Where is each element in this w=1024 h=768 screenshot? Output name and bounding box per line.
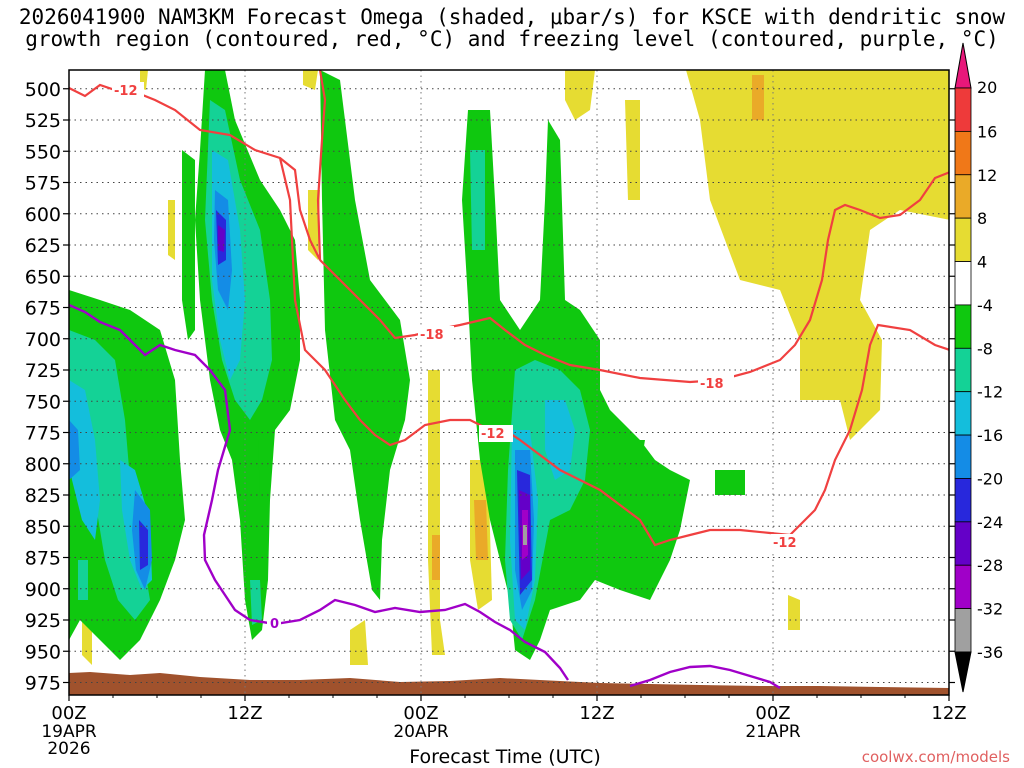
colorbar-segment xyxy=(954,347,972,393)
colorbar-segment xyxy=(954,521,972,566)
colorbar-segment xyxy=(954,130,972,176)
x-tick-date: 19APR xyxy=(41,722,97,742)
colorbar-label: -32 xyxy=(977,600,1003,619)
x-tick-label: 12Z xyxy=(227,703,262,724)
omega-positive-region xyxy=(686,70,949,440)
omega-negative-region xyxy=(320,70,410,600)
colorbar-label: 12 xyxy=(977,166,997,185)
contour-label-dgz: -12 xyxy=(481,427,505,442)
y-tick-label: 550 xyxy=(25,141,61,163)
omega-positive-region xyxy=(625,100,640,200)
y-tick-label: 750 xyxy=(25,391,61,413)
omega-negative-region xyxy=(69,380,100,540)
colorbar-segment xyxy=(954,87,972,132)
y-tick-label: 925 xyxy=(25,610,61,632)
colorbar-segment xyxy=(954,434,972,479)
y-tick-label: 825 xyxy=(25,485,61,507)
colorbar-overflow-bottom xyxy=(954,651,972,693)
colorbar-segment xyxy=(954,478,972,523)
contour-label-dgz: -18 xyxy=(420,328,444,343)
y-tick-label: 525 xyxy=(25,110,61,132)
x-tick-label: 00Z xyxy=(403,703,438,724)
y-tick-label: 650 xyxy=(25,266,61,288)
y-axis: 500 525 550 575 600 625 650 675 700 725 750 775 800 8… xyxy=(25,79,955,695)
y-tick-label: 600 xyxy=(25,204,61,226)
y-tick-label: 900 xyxy=(25,579,61,601)
x-tick-label: 00Z xyxy=(51,703,86,724)
chart-title-line1: 2026041900 NAM3KM Forecast Omega (shaded… xyxy=(18,5,1006,29)
omega-negative-region xyxy=(545,400,575,480)
colorbar: 20 16 12 8 4 -4 -8 -12 -16 -20 -24 -28 -32 -36 xyxy=(954,42,1003,693)
colorbar-label: -24 xyxy=(977,513,1003,532)
y-tick-label: 950 xyxy=(25,641,61,663)
x-tick-label: 12Z xyxy=(579,703,614,724)
contour-label-dgz: -12 xyxy=(114,84,138,99)
contour-label-dgz: -12 xyxy=(773,536,797,551)
colorbar-segment xyxy=(954,261,972,306)
freezing-level-contour xyxy=(629,664,781,690)
dgz-contour-minus12 xyxy=(278,157,949,547)
colorbar-label: -36 xyxy=(977,643,1003,662)
colorbar-overflow-top xyxy=(954,42,972,89)
colorbar-segment xyxy=(954,391,972,436)
colorbar-label: -12 xyxy=(977,383,1003,402)
y-tick-label: 875 xyxy=(25,548,61,570)
y-tick-label: 850 xyxy=(25,516,61,538)
omega-positive-region xyxy=(565,70,595,120)
omega-negative-region xyxy=(69,420,80,480)
x-tick-date: 21APR xyxy=(745,722,801,742)
freezing-level-contour xyxy=(69,303,569,681)
colorbar-segment xyxy=(954,174,972,219)
colorbar-segment xyxy=(954,564,972,610)
contour-label-dgz: -18 xyxy=(700,377,724,392)
colorbar-segment xyxy=(954,608,972,653)
y-tick-label: 975 xyxy=(25,673,61,695)
colorbar-segment xyxy=(954,217,972,262)
colorbar-label: -4 xyxy=(977,296,993,315)
x-tick-date: 20APR xyxy=(393,722,449,742)
chart-title-line2: growth region (contoured, red, °C) and f… xyxy=(25,27,999,51)
contour-label-freezing: 0 xyxy=(270,617,279,632)
colorbar-label: -16 xyxy=(977,426,1003,445)
y-tick-label: 800 xyxy=(25,454,61,476)
y-tick-label: 675 xyxy=(25,298,61,320)
chart-title: 2026041900 NAM3KM Forecast Omega (shaded… xyxy=(0,6,1024,50)
credit-text: coolwx.com/models xyxy=(861,748,1010,766)
omega-shading xyxy=(69,70,949,695)
omega-negative-region xyxy=(462,110,690,660)
colorbar-label: -20 xyxy=(977,469,1003,488)
y-tick-label: 575 xyxy=(25,173,61,195)
y-tick-label: 700 xyxy=(25,329,61,351)
x-tick-label: 00Z xyxy=(755,703,790,724)
colorbar-segment xyxy=(954,304,972,349)
colorbar-label: 4 xyxy=(977,253,987,272)
y-tick-label: 625 xyxy=(25,235,61,257)
colorbar-label: 8 xyxy=(977,209,987,228)
colorbar-label: 20 xyxy=(977,78,997,97)
y-tick-label: 725 xyxy=(25,360,61,382)
colorbar-label: 16 xyxy=(977,122,997,141)
x-axis-label: Forecast Time (UTC) xyxy=(409,746,601,768)
x-tick-label: 12Z xyxy=(931,703,966,724)
colorbar-label: -28 xyxy=(977,556,1003,575)
omega-positive-region xyxy=(428,370,445,655)
x-tick-year: 2026 xyxy=(47,739,90,759)
y-tick-label: 775 xyxy=(25,423,61,445)
surface-terrain xyxy=(69,672,949,695)
omega-negative-region xyxy=(523,525,527,545)
omega-negative-region xyxy=(182,150,195,340)
y-tick-label: 500 xyxy=(25,79,61,101)
dgz-contour-minus18 xyxy=(319,171,949,384)
colorbar-label: -8 xyxy=(977,339,993,358)
